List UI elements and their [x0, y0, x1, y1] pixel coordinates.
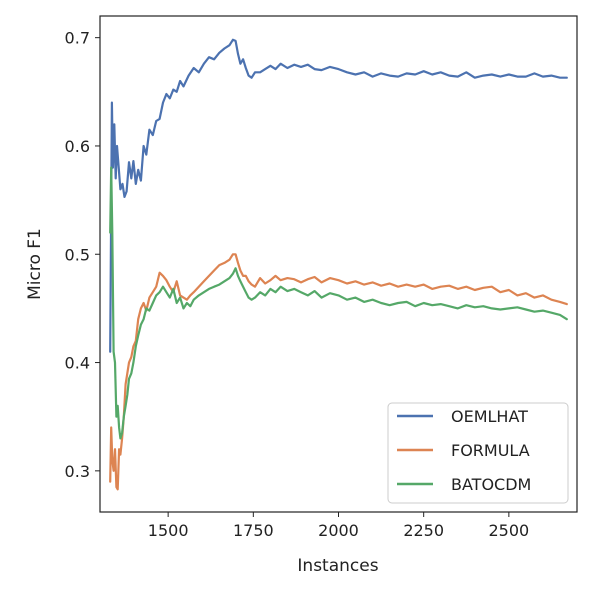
y-tick-label: 0.3: [65, 462, 90, 481]
x-tick-label: 2000: [318, 521, 359, 540]
x-tick-label: 1750: [233, 521, 274, 540]
y-tick-label: 0.5: [65, 245, 90, 264]
legend-box: [387, 402, 569, 504]
x-tick-label: 2250: [403, 521, 444, 540]
legend-label-oemlhat: OEMLHAT: [451, 407, 528, 426]
x-axis-ticks: 1500 1750 2000 2250 2500: [148, 512, 529, 540]
x-axis-label: Instances: [297, 556, 378, 576]
y-axis-ticks: 0.3 0.4 0.5 0.6 0.7: [65, 29, 100, 481]
legend: OEMLHAT FORMULA BATOCDM: [387, 402, 569, 504]
y-tick-label: 0.4: [65, 354, 90, 373]
series-line-formula: [109, 253, 568, 491]
y-tick-label: 0.6: [65, 137, 90, 156]
legend-label-formula: FORMULA: [451, 441, 530, 460]
series-line-oemlhat: [109, 38, 568, 353]
y-axis-label: Micro F1: [25, 228, 45, 300]
series-line-batocdm: [109, 166, 568, 440]
legend-label-batocdm: BATOCDM: [451, 475, 531, 494]
x-tick-label: 1500: [148, 521, 189, 540]
y-tick-label: 0.7: [65, 29, 90, 48]
x-tick-label: 2500: [488, 521, 529, 540]
series-layer: [109, 38, 568, 491]
